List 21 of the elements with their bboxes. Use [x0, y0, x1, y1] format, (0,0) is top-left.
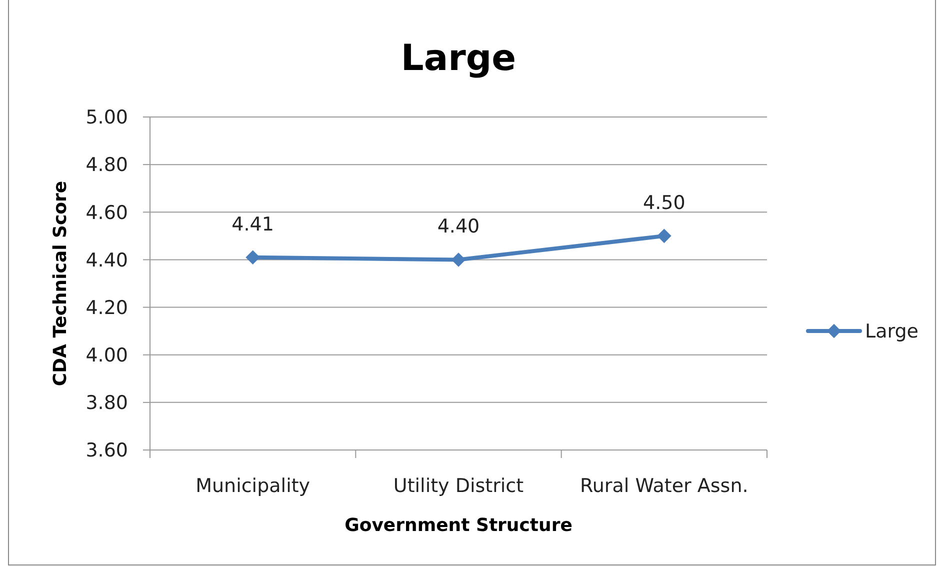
y-tick-label: 3.80: [86, 392, 128, 414]
text: 4.41: [232, 213, 274, 236]
x-tick-label: Rural Water Assn.: [580, 475, 748, 497]
y-tick-label: 5.00: [86, 106, 128, 129]
chart-title: Large: [400, 38, 516, 79]
y-tick-label: 4.20: [86, 296, 128, 319]
x-tick-label: Municipality: [196, 475, 310, 497]
y-tick-label: 4.40: [86, 249, 128, 272]
x-tick-label: Utility District: [393, 475, 524, 497]
text: 4.50: [643, 192, 686, 214]
y-tick-label: 3.60: [86, 440, 128, 462]
x-axis-title: Government Structure: [344, 515, 572, 536]
y-tick-label: 4.80: [86, 154, 128, 176]
y-tick-label: 4.60: [86, 202, 128, 224]
legend-label: Large: [865, 320, 918, 343]
y-tick-label: 4.00: [86, 344, 128, 367]
point: [451, 252, 466, 267]
point: [246, 250, 260, 264]
point: [657, 228, 672, 244]
y-axis-title: CDA Technical Score: [50, 180, 71, 386]
text: 4.40: [437, 216, 480, 238]
